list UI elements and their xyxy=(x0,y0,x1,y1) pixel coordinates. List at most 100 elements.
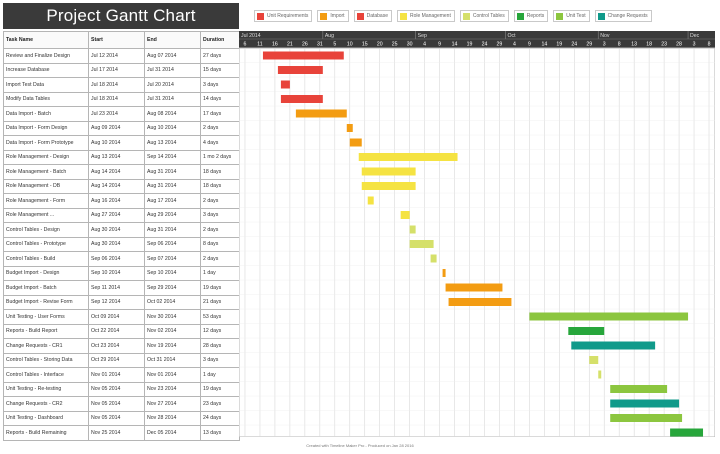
end-date-cell: Sep 14 2014 xyxy=(144,149,201,165)
duration-cell: 3 days xyxy=(200,352,240,368)
duration-cell: 15 days xyxy=(200,62,240,78)
end-date-cell: Nov 28 2014 xyxy=(144,410,201,426)
task-name-cell: Control Tables - Prototype xyxy=(3,236,89,252)
start-date-cell: Sep 12 2014 xyxy=(88,294,145,310)
start-date-cell: Oct 22 2014 xyxy=(88,323,145,339)
end-date-cell: Nov 01 2014 xyxy=(144,367,201,383)
end-date-cell: Oct 31 2014 xyxy=(144,352,201,368)
task-name-cell: Data Import - Batch xyxy=(3,106,89,122)
start-date-cell: Sep 06 2014 xyxy=(88,251,145,267)
legend-label: Unit Test xyxy=(566,13,586,19)
month-label: Aug xyxy=(325,33,334,39)
month-label: Nov xyxy=(600,33,610,39)
month-label: Oct xyxy=(507,33,516,39)
legend-item: Unit Requirements xyxy=(254,10,313,22)
gantt-chart: Jul 2014 Aug Sep Oct Nov Dec 6 11 16 21 26 31 5 10 15 2… xyxy=(239,31,715,437)
gantt-bar xyxy=(442,269,446,277)
table-row: Control Tables - Storing Data Oct 29 2014… xyxy=(3,352,240,368)
start-date-cell: Aug 27 2014 xyxy=(88,207,145,223)
table-row: Control Tables - Prototype Aug 30 2014 Sep… xyxy=(3,236,240,252)
day-tick-label: 3 xyxy=(603,42,606,48)
start-date-cell: Nov 05 2014 xyxy=(88,396,145,412)
end-date-cell: Nov 02 2014 xyxy=(144,323,201,339)
start-date-cell: Oct 09 2014 xyxy=(88,309,145,325)
table-row: Unit Testing - User Forms Oct 09 2014 Nov … xyxy=(3,309,240,325)
end-date-cell: Oct 02 2014 xyxy=(144,294,201,310)
duration-cell: 21 days xyxy=(200,294,240,310)
gantt-bar xyxy=(598,370,602,379)
day-tick-label: 26 xyxy=(302,42,308,48)
duration-cell: 1 mo 2 days xyxy=(200,149,240,165)
duration-cell: 18 days xyxy=(200,178,240,194)
table-row: Data Import - Form Design Aug 09 2014 Aug … xyxy=(3,120,240,136)
day-tick-label: 9 xyxy=(528,42,531,48)
duration-cell: 23 days xyxy=(200,396,240,412)
duration-cell: 3 days xyxy=(200,77,240,93)
table-row: Budget Import - Design Sep 10 2014 Sep 10 … xyxy=(3,265,240,281)
legend-label: Reports xyxy=(526,13,545,19)
duration-cell: 24 days xyxy=(200,410,240,426)
gantt-bar xyxy=(346,124,353,132)
table-row: Role Management - Design Aug 13 2014 Sep 1… xyxy=(3,149,240,165)
duration-cell: 17 days xyxy=(200,106,240,122)
duration-cell: 2 days xyxy=(200,120,240,136)
day-tick-label: 5 xyxy=(333,42,336,48)
day-tick-label: 4 xyxy=(513,42,516,48)
table-row: Data Import - Form Prototype Aug 10 2014 A… xyxy=(3,135,240,151)
task-name-cell: Role Management ... xyxy=(3,207,89,223)
gantt-bar xyxy=(361,182,416,190)
end-date-cell: Aug 31 2014 xyxy=(144,178,201,194)
end-date-cell: Jul 31 2014 xyxy=(144,62,201,78)
gantt-bar xyxy=(280,95,323,103)
table-row: Unit Testing - Dashboard Nov 05 2014 Nov 2… xyxy=(3,410,240,426)
start-date-cell: Aug 30 2014 xyxy=(88,236,145,252)
legend-item: Control Tables xyxy=(459,10,509,22)
start-date-cell: Aug 30 2014 xyxy=(88,222,145,238)
gantt-bar xyxy=(610,399,680,408)
task-name-cell: Control Tables - Interface xyxy=(3,367,89,383)
gantt-bar xyxy=(430,254,437,263)
start-date-cell: Oct 29 2014 xyxy=(88,352,145,368)
start-date-cell: Jul 18 2014 xyxy=(88,91,145,107)
table-row: Role Management - DB Aug 14 2014 Aug 31 20… xyxy=(3,178,240,194)
gantt-bar xyxy=(295,109,347,118)
task-name-cell: Data Import - Form Design xyxy=(3,120,89,136)
table-row: Control Tables - Design Aug 30 2014 Aug 31… xyxy=(3,222,240,238)
start-date-cell: Nov 05 2014 xyxy=(88,410,145,426)
gantt-bar xyxy=(262,51,344,60)
end-date-cell: Sep 29 2014 xyxy=(144,280,201,296)
table-row: Role Management ... Aug 27 2014 Aug 29 201… xyxy=(3,207,240,223)
start-date-cell: Nov 05 2014 xyxy=(88,381,145,397)
end-date-cell: Nov 19 2014 xyxy=(144,338,201,354)
duration-cell: 19 days xyxy=(200,381,240,397)
duration-cell: 18 days xyxy=(200,164,240,180)
legend-item: Role Management xyxy=(396,10,455,22)
table-row: Modify Data Tables Jul 18 2014 Jul 31 2014… xyxy=(3,91,240,107)
legend-swatch xyxy=(556,12,564,20)
table-row: Review and Finalize Design Jul 12 2014 Aug… xyxy=(3,48,240,64)
end-date-cell: Aug 31 2014 xyxy=(144,222,201,238)
task-name-cell: Control Tables - Design xyxy=(3,222,89,238)
table-row: Data Import - Batch Jul 23 2014 Aug 08 201… xyxy=(3,106,240,122)
duration-cell: 1 day xyxy=(200,367,240,383)
gantt-bar xyxy=(367,196,374,205)
month-label: Sep xyxy=(418,33,427,39)
legend-label: Import xyxy=(330,13,345,19)
task-name-cell: Budget Import - Revise Form xyxy=(3,294,89,310)
day-tick-label: 28 xyxy=(676,42,682,48)
task-name-cell: Reports - Build Report xyxy=(3,323,89,339)
column-header-duration: Duration xyxy=(200,31,240,49)
task-name-cell: Role Management - Batch xyxy=(3,164,89,180)
end-date-cell: Sep 10 2014 xyxy=(144,265,201,281)
legend-swatch xyxy=(516,12,524,20)
table-row: Role Management - Batch Aug 14 2014 Aug 31… xyxy=(3,164,240,180)
task-name-cell: Reports - Build Remaining xyxy=(3,425,89,441)
legend-label: Control Tables xyxy=(472,13,505,19)
legend-swatch xyxy=(597,12,605,20)
table-row: Reports - Build Remaining Nov 25 2014 Dec … xyxy=(3,425,240,441)
legend-label: Unit Requirements xyxy=(267,13,309,19)
task-name-cell: Modify Data Tables xyxy=(3,91,89,107)
task-name-cell: Budget Import - Design xyxy=(3,265,89,281)
chart-title: Project Gantt Chart xyxy=(46,6,196,25)
start-date-cell: Aug 16 2014 xyxy=(88,193,145,209)
